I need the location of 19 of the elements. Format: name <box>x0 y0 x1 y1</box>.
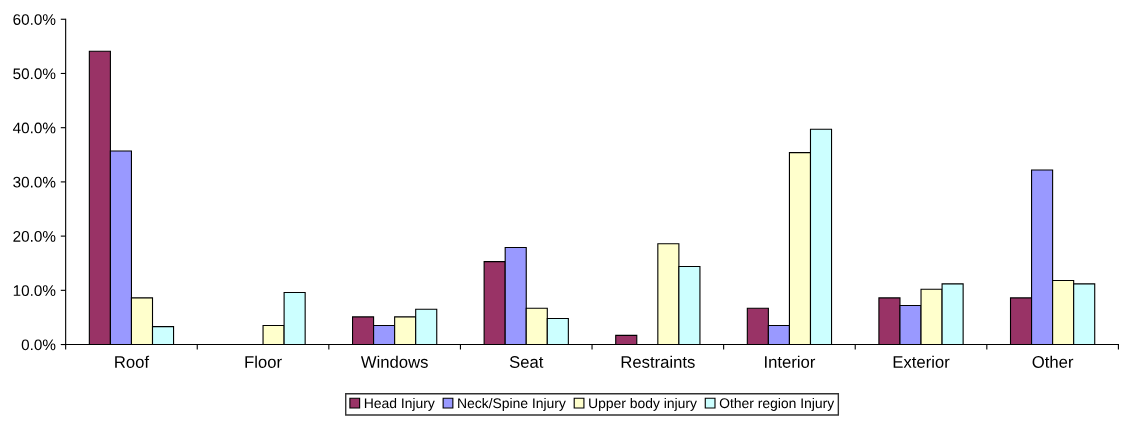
x-tick-label: Windows <box>360 355 428 368</box>
y-tick-label: 60.0% <box>13 14 56 25</box>
x-tick-label: Exterior <box>893 355 950 368</box>
x-tick-label: Other <box>1032 355 1074 368</box>
legend-label: Head Injury <box>364 397 435 411</box>
legend-label: Upper body injury <box>589 397 697 411</box>
x-tick-label: Seat <box>509 356 544 368</box>
x-tick-label: Floor <box>245 355 282 368</box>
y-tick-label: 20.0% <box>13 230 56 242</box>
x-tick-label: Interior <box>765 355 816 368</box>
x-tick-label: Restraints <box>621 355 695 368</box>
legend-label: Other region Injury <box>719 397 835 411</box>
y-tick-label: 10.0% <box>13 285 56 297</box>
legend-label: Neck/Spine Injury <box>458 397 566 411</box>
y-tick-label: 40.0% <box>12 122 56 134</box>
x-tick-label: Roof <box>115 355 150 368</box>
y-tick-label: 30.0% <box>13 176 56 188</box>
y-tick-label: 0.0% <box>21 339 56 351</box>
y-tick-label: 50.0% <box>13 68 56 80</box>
